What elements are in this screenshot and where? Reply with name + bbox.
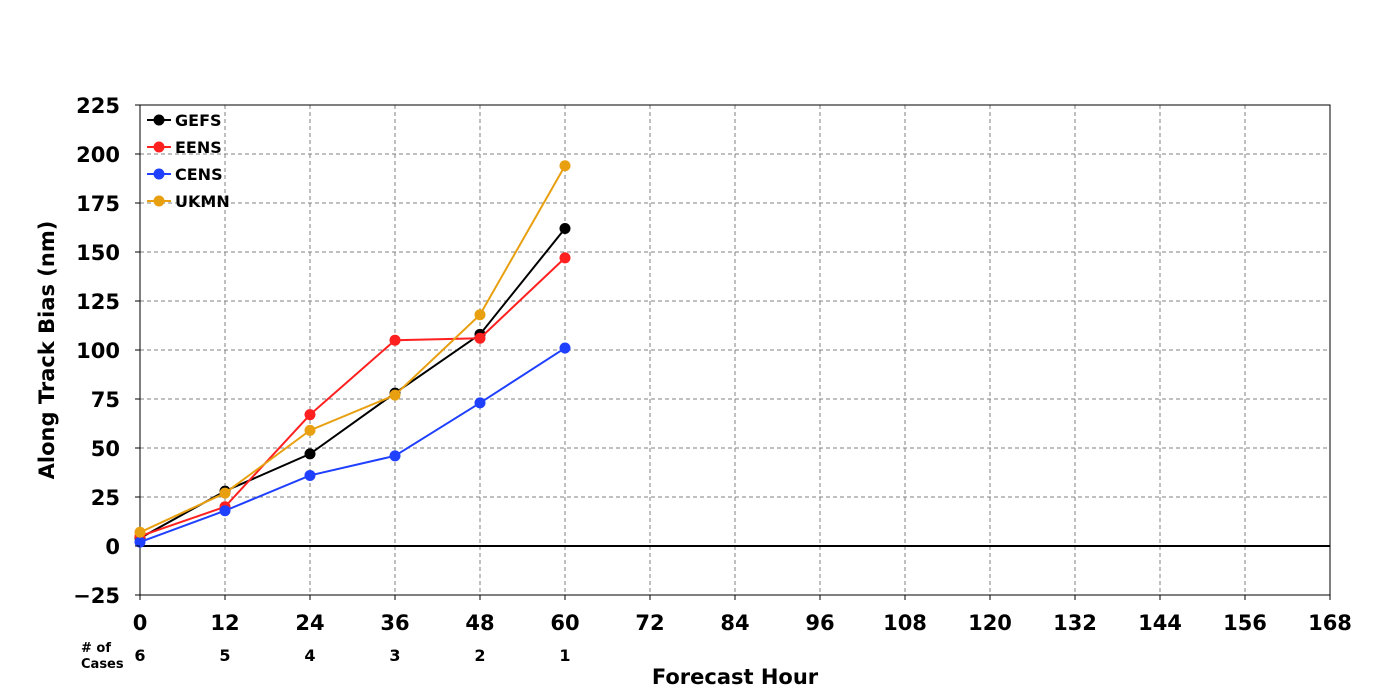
legend-label: EENS: [175, 138, 222, 157]
series-layer: [134, 160, 571, 548]
x-tick-label: 96: [805, 611, 834, 635]
legend-label: CENS: [175, 165, 223, 184]
legend-swatch-marker: [153, 141, 165, 153]
series-cens: [134, 342, 571, 548]
legend-swatch-marker: [153, 168, 165, 180]
cases-count: 1: [559, 646, 570, 665]
x-tick-label: 168: [1308, 611, 1352, 635]
data-point: [559, 252, 571, 264]
x-tick-labels: 0 12 24 36 48 60 72 84 96 108 120 132 144 156 168: [133, 595, 1352, 635]
legend-item-cens: CENS: [147, 165, 223, 184]
legend-label: GEFS: [175, 111, 222, 130]
legend-item-gefs: GEFS: [147, 111, 222, 130]
series-line: [139, 347, 566, 544]
data-point: [559, 222, 571, 234]
series-eens: [134, 252, 571, 542]
x-tick-label: 84: [720, 611, 749, 635]
cases-row: # of Cases 6 5 4 3 2 1: [81, 641, 571, 672]
cases-count: 2: [474, 646, 485, 665]
data-point: [219, 505, 231, 517]
series-line: [139, 165, 566, 534]
data-point: [559, 342, 571, 354]
y-axis-label: Along Track Bias (nm): [35, 221, 59, 480]
y-tick-label: 0: [105, 535, 120, 559]
y-tick-label: 25: [91, 486, 120, 510]
series-line: [139, 227, 566, 540]
x-tick-label: 72: [635, 611, 664, 635]
cases-label: # of Cases: [81, 641, 124, 672]
x-tick-label: 36: [380, 611, 409, 635]
y-tick-label: 100: [76, 339, 120, 363]
data-point: [219, 487, 231, 499]
x-tick-label: 132: [1053, 611, 1097, 635]
series-ukmn: [134, 160, 571, 538]
data-point: [389, 389, 401, 401]
x-tick-label: 12: [210, 611, 239, 635]
y-tick-label: 225: [76, 94, 120, 118]
legend-label: UKMN: [175, 192, 230, 211]
x-tick-label: 48: [465, 611, 494, 635]
grid-lines: [140, 105, 1330, 595]
x-tick-label: 108: [883, 611, 927, 635]
data-point: [304, 409, 316, 421]
data-point: [559, 160, 571, 172]
data-point: [389, 334, 401, 346]
legend: GEFS EENS CENS UKMN: [147, 111, 230, 211]
cases-count: 3: [389, 646, 400, 665]
x-tick-label: 144: [1138, 611, 1182, 635]
x-tick-label: 60: [550, 611, 579, 635]
x-tick-label: 120: [968, 611, 1012, 635]
y-tick-label: 125: [76, 290, 120, 314]
data-point: [304, 448, 316, 460]
data-point: [389, 450, 401, 462]
data-point: [474, 309, 486, 321]
y-tick-labels: −25 0 25 50 75 100 125 150 175 200 225: [73, 94, 140, 608]
x-tick-label: 0: [133, 611, 148, 635]
data-point: [134, 536, 146, 548]
x-tick-label: 156: [1223, 611, 1267, 635]
cases-count: 4: [304, 646, 315, 665]
series-line: [139, 257, 566, 538]
y-tick-label: 200: [76, 143, 120, 167]
legend-item-ukmn: UKMN: [147, 192, 230, 211]
y-tick-label: 150: [76, 241, 120, 265]
legend-swatch-marker: [153, 195, 165, 207]
data-point: [304, 469, 316, 481]
data-point: [474, 332, 486, 344]
legend-item-eens: EENS: [147, 138, 222, 157]
x-tick-label: 24: [295, 611, 324, 635]
y-tick-label: 75: [91, 388, 120, 412]
data-point: [304, 424, 316, 436]
cases-count: 6: [134, 646, 145, 665]
cases-count: 5: [219, 646, 230, 665]
y-tick-label: 175: [76, 192, 120, 216]
y-tick-label: 50: [91, 437, 120, 461]
data-point: [474, 397, 486, 409]
y-tick-label: −25: [73, 584, 120, 608]
x-axis-label: Forecast Hour: [652, 665, 819, 689]
data-point: [134, 526, 146, 538]
legend-swatch-marker: [153, 114, 165, 126]
